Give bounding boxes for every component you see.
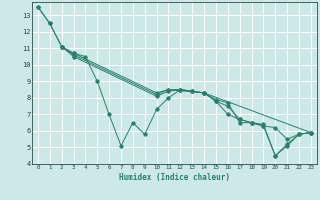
- X-axis label: Humidex (Indice chaleur): Humidex (Indice chaleur): [119, 173, 230, 182]
